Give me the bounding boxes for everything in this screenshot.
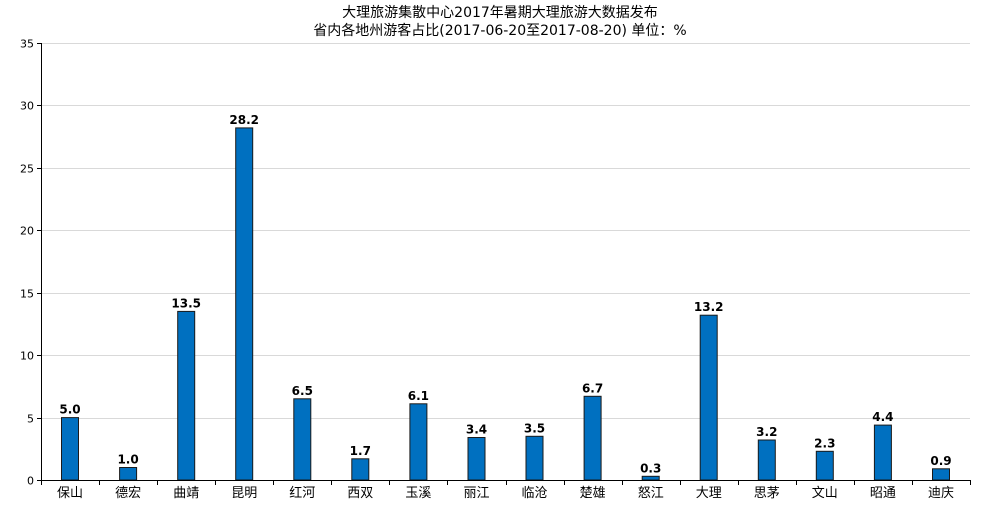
data-label: 3.4 — [466, 423, 487, 437]
y-tick-label: 20 — [20, 225, 34, 238]
bar — [525, 435, 544, 481]
x-tick-label: 玉溪 — [405, 486, 431, 501]
x-tick-label: 临沧 — [521, 485, 547, 501]
bars — [61, 127, 950, 481]
data-label: 1.7 — [350, 444, 371, 458]
bar — [177, 310, 196, 481]
bar — [119, 467, 138, 481]
bar — [235, 127, 254, 481]
x-tick-label: 德宏 — [115, 486, 141, 501]
data-label: 6.1 — [408, 389, 429, 403]
data-label: 2.3 — [814, 436, 835, 450]
y-axis-ticks: 0 5 10 15 20 25 30 35 — [20, 38, 41, 488]
x-tick-label: 楚雄 — [580, 486, 606, 501]
data-label: 4.4 — [872, 410, 893, 424]
y-tick-label: 0 — [27, 475, 34, 488]
bar — [641, 475, 660, 481]
x-tick-label: 西双 — [347, 486, 373, 501]
x-tick-label: 昭通 — [870, 486, 896, 501]
bar — [351, 458, 370, 481]
y-tick-label: 25 — [20, 163, 34, 176]
bar — [467, 437, 486, 481]
bar — [61, 417, 79, 481]
data-label: 13.5 — [171, 296, 201, 310]
x-tick-label: 思茅 — [754, 486, 780, 501]
y-tick-label: 35 — [20, 38, 34, 51]
x-tick-label: 红河 — [289, 485, 315, 501]
y-tick-label: 15 — [20, 288, 34, 301]
x-tick-label: 怒江 — [638, 486, 664, 501]
y-tick-label: 5 — [27, 413, 34, 426]
bar — [583, 395, 602, 481]
grid-lines — [41, 43, 970, 419]
x-tick-label: 曲靖 — [173, 486, 199, 501]
x-tick-label: 保山 — [57, 486, 83, 501]
bar — [699, 314, 718, 481]
axes — [41, 43, 970, 481]
x-tick-label: 昆明 — [231, 486, 257, 501]
data-label: 0.9 — [930, 454, 951, 468]
data-label: 3.5 — [524, 421, 545, 435]
data-label: 6.7 — [582, 381, 603, 395]
x-tick-label: 文山 — [812, 486, 838, 501]
data-label: 13.2 — [694, 300, 724, 314]
chart-title: 大理旅游集散中心2017年暑期大理旅游大数据发布 — [342, 4, 658, 21]
x-tick-label: 大理 — [696, 486, 722, 501]
bar — [873, 424, 892, 481]
y-tick-label: 10 — [20, 350, 34, 363]
data-label: 3.2 — [756, 425, 777, 439]
x-tick-label: 丽江 — [463, 486, 489, 501]
value-labels: 5.0 1.0 13.5 28.2 6.5 1.7 6.1 3.4 3.5 6.7 0.3 13.2 3… — [59, 113, 951, 475]
data-label: 5.0 — [59, 403, 80, 417]
x-tick-label: 迪庆 — [928, 486, 954, 501]
bar — [757, 439, 776, 481]
y-tick-label: 30 — [20, 100, 34, 113]
data-label: 1.0 — [117, 453, 138, 467]
bar — [409, 403, 428, 481]
bar — [932, 468, 950, 481]
data-label: 28.2 — [229, 113, 259, 127]
bar — [293, 398, 312, 481]
x-axis-labels: 保山 德宏 曲靖 昆明 红河 西双 玉溪 丽江 临沧 楚雄 怒江 大理 思茅 文山 昭通 迪庆 — [41, 480, 971, 501]
bar — [815, 450, 834, 481]
chart-subtitle: 省内各地州游客占比(2017-06-20至2017-08-20) 单位：% — [313, 22, 686, 39]
data-label: 0.3 — [640, 461, 661, 475]
data-label: 6.5 — [292, 384, 313, 398]
